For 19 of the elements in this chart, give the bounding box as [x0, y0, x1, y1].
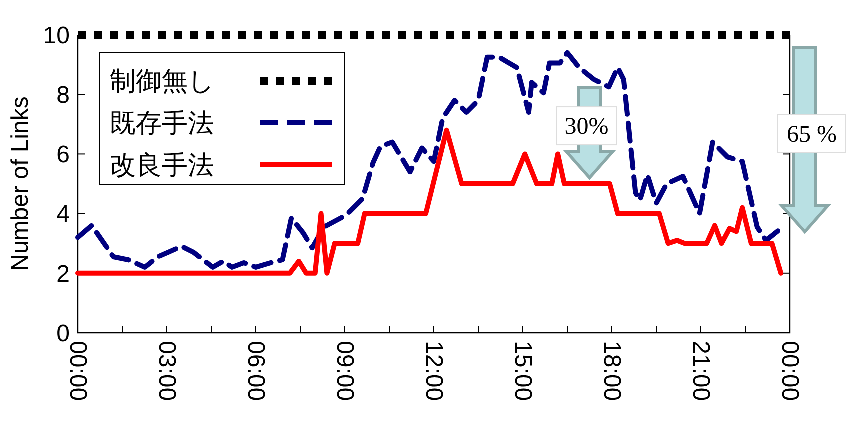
y-tick-label: 2 — [56, 260, 70, 288]
legend-label: 既存手法 — [110, 108, 214, 138]
annotation: 30% — [564, 114, 609, 140]
y-axis-title: Number of Links — [7, 96, 34, 272]
x-tick-label: 18:00 — [598, 341, 626, 402]
x-tick-label: 15:00 — [510, 341, 536, 402]
x-tick-label: 03:00 — [154, 341, 180, 402]
x-tick-label: 06:00 — [242, 341, 270, 402]
y-tick-label: 4 — [56, 201, 70, 228]
legend-label: 制御無し — [110, 66, 215, 96]
x-tick-label: 00:00 — [776, 341, 804, 402]
annotation: 65 % — [787, 122, 837, 148]
legend-label: 改良手法 — [110, 150, 214, 180]
x-tick-label: 09:00 — [332, 341, 358, 402]
x-tick-label: 12:00 — [420, 341, 448, 402]
y-tick-label: 6 — [56, 142, 70, 169]
x-tick-label: 21:00 — [688, 341, 714, 402]
y-tick-label: 10 — [43, 22, 70, 50]
y-tick-label: 8 — [56, 82, 70, 109]
